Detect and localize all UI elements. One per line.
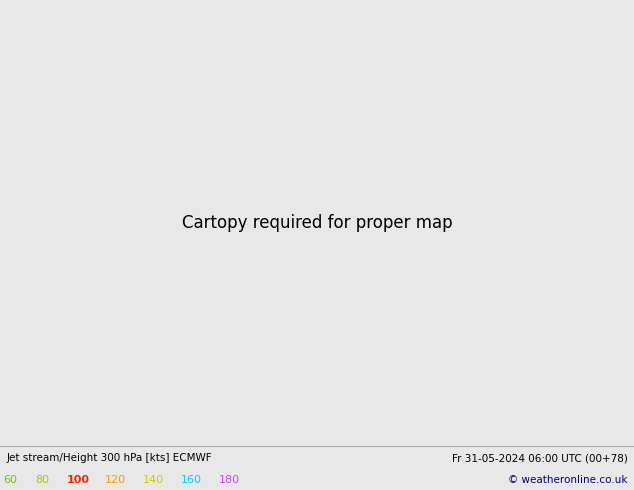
Text: 60: 60: [3, 475, 17, 485]
Text: 140: 140: [143, 475, 164, 485]
Text: 100: 100: [67, 475, 89, 485]
Text: 120: 120: [105, 475, 126, 485]
Text: © weatheronline.co.uk: © weatheronline.co.uk: [508, 475, 628, 485]
Text: 80: 80: [35, 475, 49, 485]
Text: Jet stream/Height 300 hPa [kts] ECMWF: Jet stream/Height 300 hPa [kts] ECMWF: [6, 453, 212, 463]
Text: Fr 31-05-2024 06:00 UTC (00+78): Fr 31-05-2024 06:00 UTC (00+78): [452, 453, 628, 463]
Text: 160: 160: [181, 475, 202, 485]
Text: 180: 180: [219, 475, 240, 485]
Text: Cartopy required for proper map: Cartopy required for proper map: [182, 214, 452, 232]
